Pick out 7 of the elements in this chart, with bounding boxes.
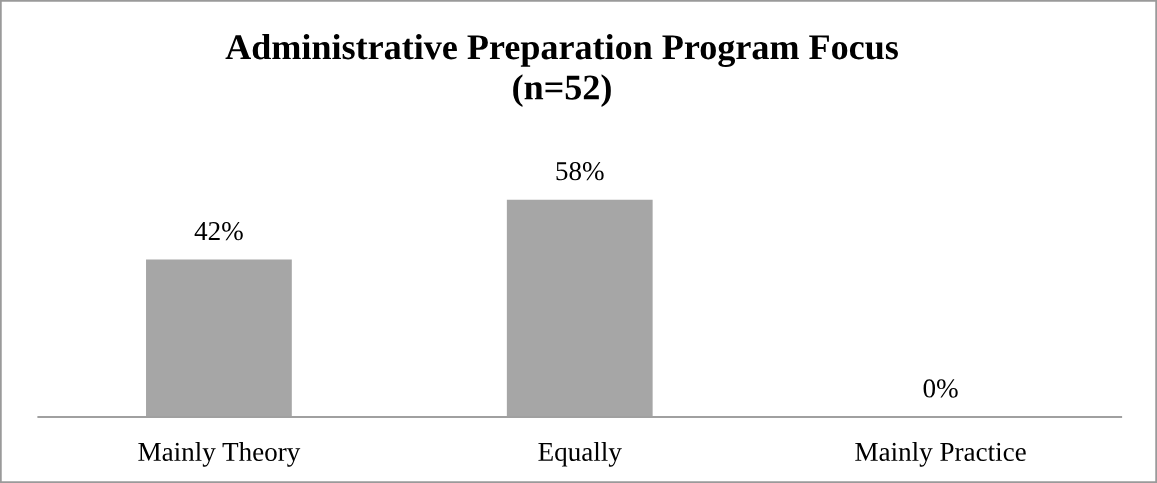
x-tick-label: Equally xyxy=(538,442,622,467)
x-tick-label: Mainly Theory xyxy=(138,442,301,467)
chart-title: Administrative Preparation Program Focus (n=52) xyxy=(225,34,898,108)
data-label: 58% xyxy=(556,161,604,181)
data-label: 42% xyxy=(194,221,243,241)
x-tick-label: Mainly Practice xyxy=(855,442,1026,467)
data-label: 0% xyxy=(923,379,958,398)
